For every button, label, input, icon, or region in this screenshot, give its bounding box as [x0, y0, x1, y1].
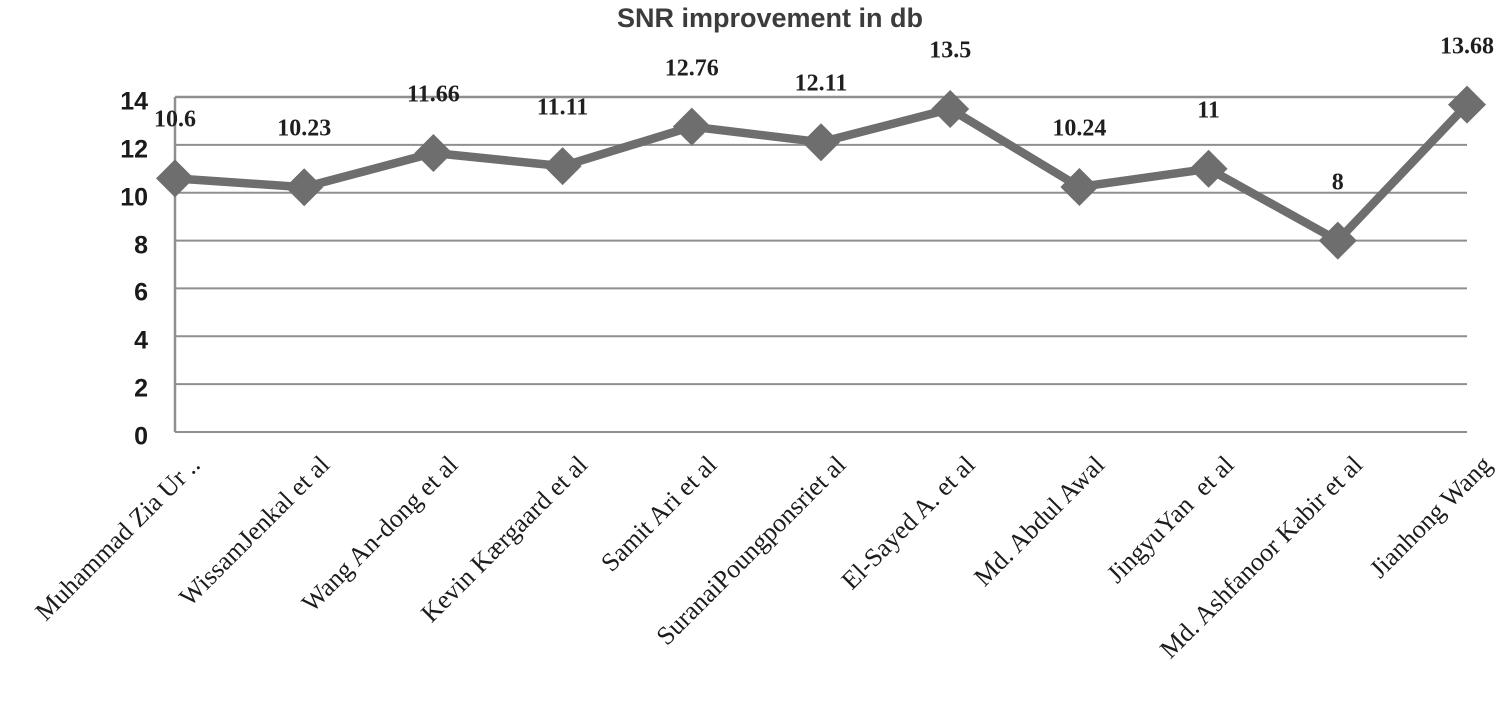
data-label: 10.23: [277, 115, 332, 142]
data-label: 10.6: [154, 106, 196, 133]
data-label: 11: [1197, 97, 1220, 124]
y-tick-label: 4: [134, 326, 148, 355]
data-point-marker: [1060, 167, 1099, 206]
data-label: 10.24: [1052, 115, 1107, 142]
y-tick-label: 0: [134, 422, 148, 451]
data-point-marker: [802, 123, 840, 162]
data-point-marker: [931, 89, 970, 128]
data-point-marker: [285, 168, 324, 207]
data-label: 11.11: [536, 94, 589, 121]
chart-title: SNR improvement in db: [616, 3, 924, 33]
y-tick-label: 2: [134, 374, 148, 403]
data-point-marker: [672, 107, 711, 146]
data-point-marker: [156, 159, 194, 198]
y-tick-label: 6: [134, 278, 148, 307]
data-label: 13.68: [1440, 33, 1494, 60]
data-label: 13.5: [929, 37, 972, 64]
data-point-marker: [414, 133, 453, 172]
y-tick-label: 14: [120, 87, 148, 116]
y-tick-label: 10: [120, 183, 148, 212]
data-label: 12.76: [664, 55, 719, 82]
data-label: 12.11: [794, 70, 848, 97]
y-tick-label: 12: [120, 135, 148, 164]
data-point-marker: [1448, 85, 1486, 124]
data-label: 8: [1331, 169, 1344, 196]
data-point-marker: [1318, 221, 1357, 260]
y-tick-label: 8: [134, 231, 148, 260]
data-point-marker: [543, 147, 582, 186]
data-point-marker: [1189, 149, 1228, 188]
data-label: 11.66: [407, 81, 460, 108]
